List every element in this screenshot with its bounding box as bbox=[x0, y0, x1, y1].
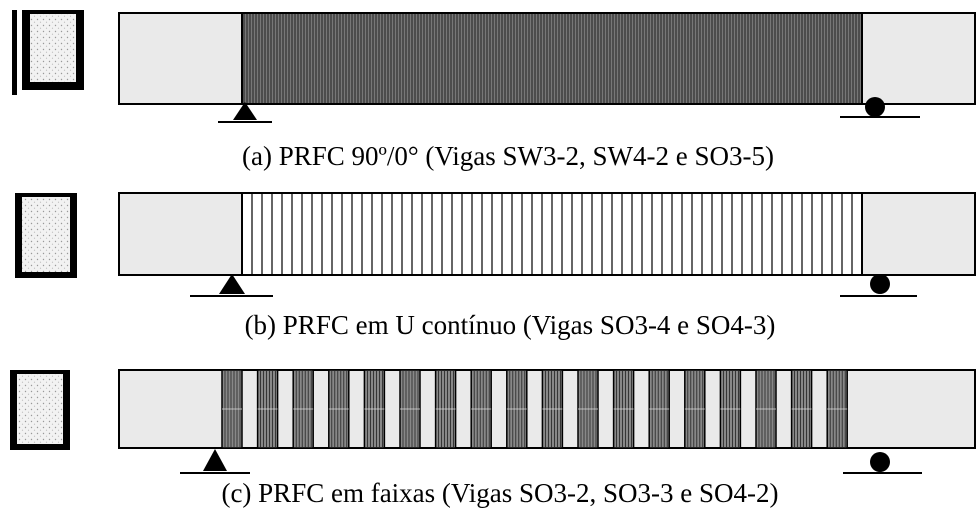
beam-a bbox=[12, 10, 976, 123]
caption: (b) PRFC em U contínuo (Vigas SO3-4 e SO… bbox=[245, 310, 776, 340]
caption: (c) PRFC em faixas (Vigas SO3-2, SO3-3 e… bbox=[221, 478, 778, 508]
beam-b bbox=[15, 192, 976, 297]
caption: (a) PRFC 90º/0° (Vigas SW3-2, SW4-2 e SO… bbox=[242, 141, 774, 171]
beam-c bbox=[10, 369, 976, 474]
